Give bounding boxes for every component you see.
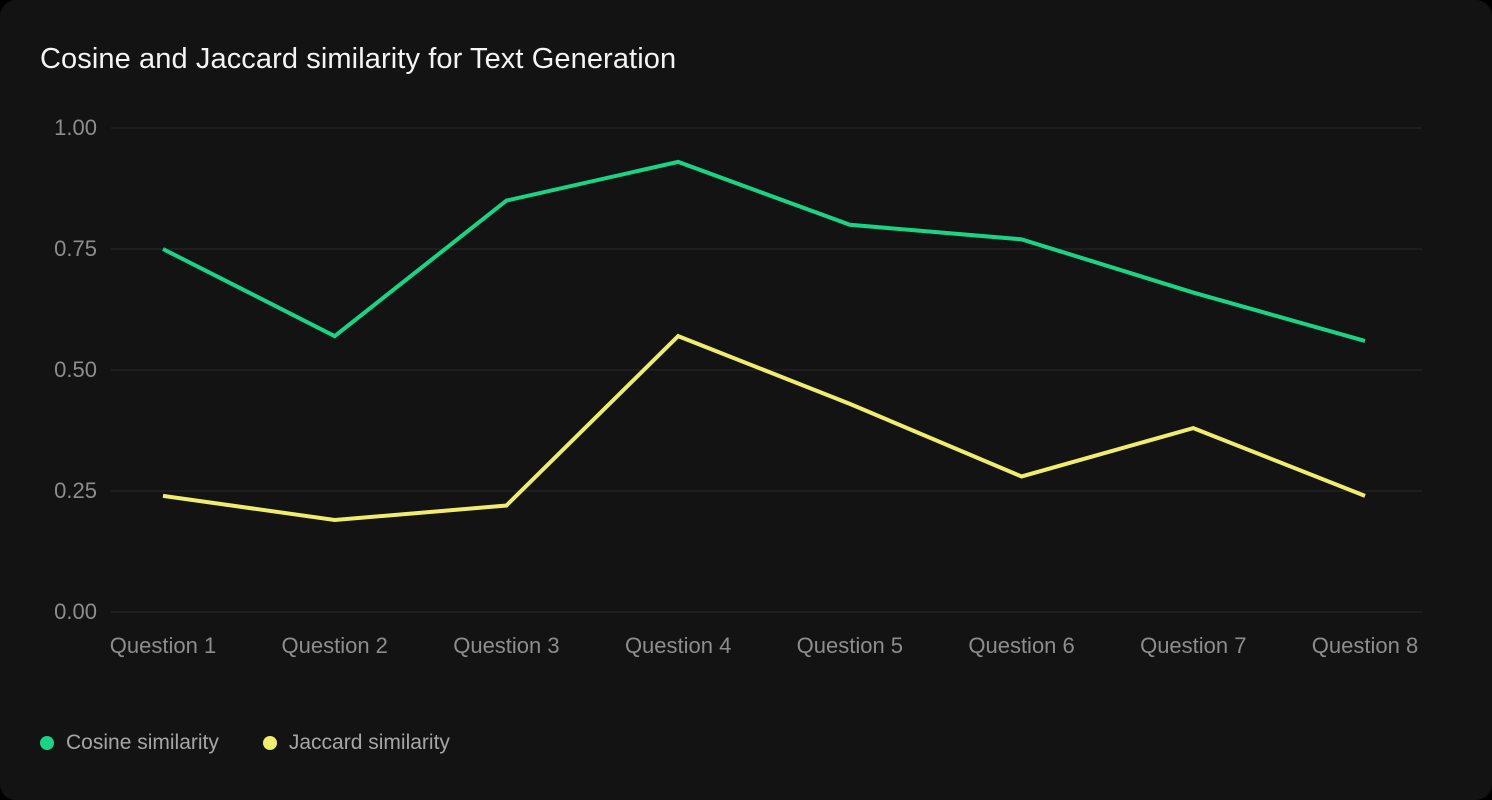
legend-dot-icon bbox=[40, 735, 54, 750]
legend-dot-icon bbox=[262, 735, 277, 750]
legend: Cosine similarity Jaccard similarity bbox=[40, 732, 450, 753]
y-tick-label: 0.50 bbox=[54, 357, 97, 382]
series-line-cosine-similarity[interactable] bbox=[162, 159, 1366, 343]
x-tick-label: Question 6 bbox=[968, 633, 1075, 658]
y-tick-label: 0.00 bbox=[54, 599, 97, 624]
chart-title: Cosine and Jaccard similarity for Text G… bbox=[40, 43, 677, 75]
y-tick-label: 1.00 bbox=[54, 115, 97, 140]
y-tick-label: 0.75 bbox=[54, 236, 97, 261]
legend-label: Jaccard similarity bbox=[288, 731, 450, 754]
x-tick-label: Question 1 bbox=[109, 633, 217, 658]
x-tick-label: Question 4 bbox=[624, 633, 732, 658]
x-tick-label: Question 8 bbox=[1311, 633, 1419, 658]
legend-item-jaccard-similarity[interactable]: Jaccard similarity bbox=[262, 731, 450, 754]
x-tick-label: Question 3 bbox=[453, 633, 560, 658]
legend-item-cosine-similarity[interactable]: Cosine similarity bbox=[40, 732, 219, 753]
y-tick-label: 0.25 bbox=[54, 478, 97, 503]
x-tick-label: Question 7 bbox=[1140, 633, 1247, 658]
x-tick-label: Question 5 bbox=[796, 633, 904, 658]
series-line-jaccard-similarity[interactable] bbox=[162, 333, 1366, 523]
x-tick-label: Question 2 bbox=[281, 633, 388, 658]
legend-label: Cosine similarity bbox=[66, 731, 219, 754]
